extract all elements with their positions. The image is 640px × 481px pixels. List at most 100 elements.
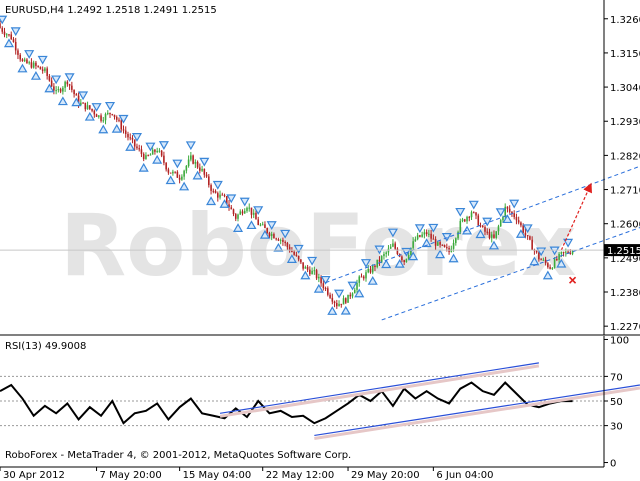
candle-body: [73, 89, 75, 95]
rsi-y-tick-label: 100: [610, 335, 629, 346]
candle-body: [369, 268, 372, 273]
candle-body: [131, 137, 134, 140]
candle-body: [1, 28, 4, 32]
candle-body: [279, 239, 282, 241]
candle-body: [340, 303, 343, 305]
rsi-channel-shadow: [314, 386, 640, 440]
candle-body: [428, 233, 430, 235]
candle-body: [39, 66, 42, 70]
candle-body: [327, 288, 329, 295]
candle-body: [517, 220, 520, 223]
fractal-marker: [435, 249, 446, 259]
candle-body: [14, 41, 17, 51]
candle-body: [353, 289, 356, 294]
rsi-channel-shadow: [219, 364, 540, 418]
fractal-marker: [51, 75, 62, 85]
candle-body: [410, 247, 412, 256]
fractal-marker: [340, 305, 351, 315]
fractal-marker: [158, 141, 169, 150]
candle-body: [95, 114, 98, 117]
fractal-marker: [273, 242, 284, 252]
fractal-marker: [320, 275, 331, 285]
candle-body: [542, 259, 545, 261]
candle-body: [430, 233, 432, 239]
candle-body: [277, 239, 280, 241]
candle-body: [304, 266, 307, 269]
candle-body: [66, 81, 69, 85]
candle-body: [291, 250, 293, 252]
candle-body: [100, 115, 102, 121]
fractal-marker: [563, 238, 574, 248]
candle-body: [201, 168, 203, 171]
candle-body: [547, 263, 549, 268]
candle-body: [223, 195, 226, 197]
candle-body: [257, 219, 260, 226]
candle-body: [19, 54, 22, 60]
candle-body: [378, 259, 381, 262]
candle-body: [569, 252, 572, 254]
candle-body: [315, 270, 318, 279]
candle-body: [158, 150, 161, 152]
x-tick-label: 15 May 04:00: [183, 470, 252, 481]
candle-body: [89, 105, 91, 109]
candle-body: [172, 171, 174, 174]
candle-body: [551, 267, 554, 269]
fractal-marker: [17, 63, 28, 73]
fractal-marker: [488, 240, 500, 250]
candle-body: [351, 293, 354, 297]
candle-body: [190, 155, 192, 160]
candle-body: [91, 108, 93, 111]
candle-body: [336, 303, 338, 307]
fractal-marker: [327, 306, 338, 315]
candle-body: [506, 206, 509, 209]
candle-body: [286, 243, 289, 247]
candle-body: [82, 102, 84, 104]
candle-body: [371, 265, 374, 273]
candle-body: [255, 212, 257, 220]
fractal-marker: [111, 123, 122, 133]
candle-body: [288, 246, 291, 251]
candle-body: [8, 34, 10, 36]
candle-body: [531, 239, 533, 250]
copyright-text: RoboForex - MetaTrader 4, © 2001-2012, M…: [5, 450, 351, 461]
candle-body: [475, 212, 477, 216]
price-panel: [0, 15, 640, 321]
candle-body: [250, 207, 253, 215]
candle-body: [115, 116, 118, 120]
candle-body: [113, 114, 116, 117]
candle-body: [5, 34, 8, 36]
candle-body: [416, 235, 419, 240]
rsi-y-tick-label: 30: [610, 422, 623, 433]
price-y-tick-label: 1.3040: [610, 83, 640, 94]
candle-body: [526, 235, 529, 237]
candle-body: [344, 298, 347, 303]
candle-body: [136, 146, 138, 149]
candle-body: [540, 259, 542, 261]
candle-body: [457, 231, 459, 239]
fractal-marker: [239, 197, 250, 207]
candle-body: [53, 86, 55, 91]
candle-body: [160, 150, 163, 156]
fractal-marker: [522, 224, 533, 234]
candle-body: [122, 129, 125, 131]
candle-body: [183, 170, 185, 177]
candle-body: [571, 251, 574, 254]
candle-body: [490, 234, 493, 239]
fractal-marker: [145, 142, 156, 152]
candle-body: [28, 62, 30, 64]
candle-body: [407, 255, 410, 259]
candle-body: [241, 211, 244, 214]
fractal-marker: [300, 270, 311, 280]
candle-body: [297, 255, 300, 260]
candle-body: [237, 214, 239, 219]
candle-body: [243, 210, 246, 214]
fractal-marker: [118, 114, 129, 124]
candle-body: [167, 169, 170, 173]
fractal-marker: [212, 180, 223, 190]
candle-body: [497, 226, 500, 232]
candle-body: [64, 81, 66, 88]
candle-body: [203, 168, 206, 175]
x-tick-label: 6 Jun 04:00: [436, 470, 493, 481]
candle-body: [0, 23, 1, 29]
candle-body: [282, 239, 284, 242]
